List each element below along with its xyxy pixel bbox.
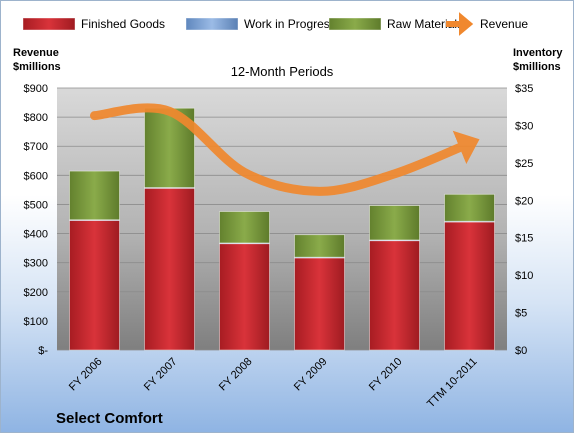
plot-area xyxy=(57,88,507,350)
revenue-line-path xyxy=(90,103,480,196)
left-tick-label: $600 xyxy=(24,170,48,182)
bar-finished-goods xyxy=(294,257,345,351)
left-axis-title-line2: $millions xyxy=(13,61,61,73)
right-tick-label: $10 xyxy=(515,270,533,282)
x-tick-label: FY 2007 xyxy=(142,356,180,394)
right-axis-title: Inventory $millions xyxy=(513,47,566,73)
bar-raw-materials xyxy=(294,234,345,258)
bar-finished-goods xyxy=(219,243,270,351)
left-tick-label: $400 xyxy=(24,229,48,241)
left-axis-title: Revenue $millions xyxy=(13,47,62,73)
left-tick-label: $300 xyxy=(24,258,48,270)
gridlines xyxy=(57,87,507,351)
legend-label-raw-materials: Raw Materials xyxy=(387,17,463,31)
right-tick-label: $30 xyxy=(515,120,533,132)
left-tick-label: $800 xyxy=(24,112,48,124)
bar-finished-goods xyxy=(144,187,195,351)
bar-finished-goods xyxy=(369,240,420,351)
right-axis-ticks: $0 $5 $10 $15 $20 $25 $30 $35 xyxy=(515,83,533,357)
legend-label-finished-goods: Finished Goods xyxy=(81,17,165,31)
bars xyxy=(69,107,495,351)
right-tick-label: $35 xyxy=(515,83,533,95)
bar-raw-materials xyxy=(369,205,420,241)
x-tick-label: FY 2006 xyxy=(67,356,105,394)
legend-swatch-finished-goods xyxy=(22,17,76,31)
right-tick-label: $20 xyxy=(515,195,533,207)
left-tick-label: $900 xyxy=(24,83,48,95)
left-axis-ticks: $- $100 $200 $300 $400 $500 $600 $700 $800 $900 xyxy=(24,83,49,357)
x-tick-label: TTM 10-2011 xyxy=(425,356,480,411)
bar-raw-materials xyxy=(219,211,270,244)
right-tick-label: $0 xyxy=(515,345,527,357)
legend-label-work-in-progress: Work in Progress xyxy=(244,17,336,31)
bar-finished-goods xyxy=(444,221,495,351)
x-tick-label: FY 2009 xyxy=(292,356,330,394)
right-axis-title-line1: Inventory xyxy=(513,47,563,59)
legend-label-revenue: Revenue xyxy=(480,17,528,31)
legend: Finished Goods Work in Progress Raw Materi… xyxy=(22,12,528,36)
chart-title: Select Comfort xyxy=(56,410,163,427)
left-tick-label: $- xyxy=(38,345,48,357)
legend-swatch-raw-materials xyxy=(328,17,382,31)
left-tick-label: $500 xyxy=(24,199,48,211)
right-tick-label: $15 xyxy=(515,233,533,245)
right-tick-label: $5 xyxy=(515,308,527,320)
x-axis-ticks: FY 2006 FY 2007 FY 2008 FY 2009 FY 2010 TTM 1… xyxy=(67,356,480,411)
bar-raw-materials xyxy=(444,193,495,222)
right-axis-title-line2: $millions xyxy=(513,61,561,73)
left-axis-title-line1: Revenue xyxy=(13,47,59,59)
revenue-line xyxy=(90,103,480,196)
chart-subtitle: 12-Month Periods xyxy=(231,64,334,79)
left-tick-label: $200 xyxy=(24,287,48,299)
bar-raw-materials xyxy=(69,170,120,221)
left-tick-label: $700 xyxy=(24,141,48,153)
bar-finished-goods xyxy=(69,220,120,351)
legend-swatch-work-in-progress xyxy=(185,17,239,31)
x-tick-label: FY 2008 xyxy=(217,356,255,394)
x-tick-label: FY 2010 xyxy=(367,356,405,394)
right-tick-label: $25 xyxy=(515,158,533,170)
left-tick-label: $100 xyxy=(24,316,48,328)
